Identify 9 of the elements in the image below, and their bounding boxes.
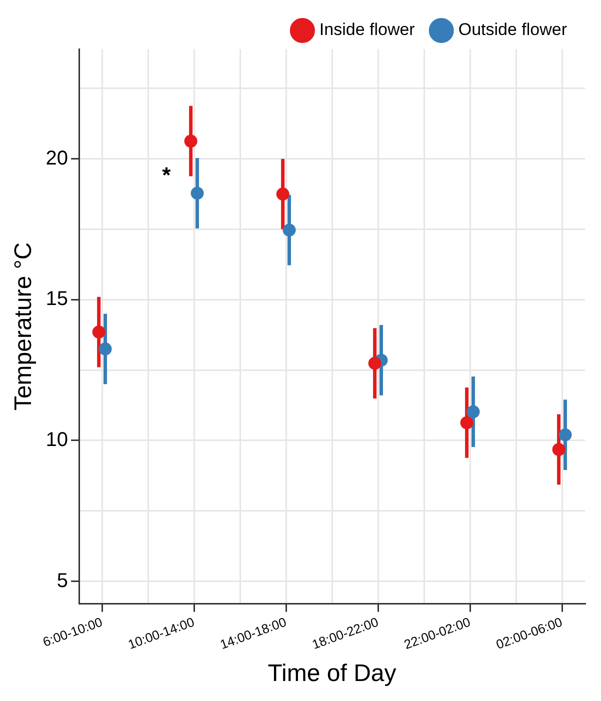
- y-axis-title: Temperature °C: [10, 242, 38, 411]
- y-tick-label: 5: [56, 570, 68, 592]
- legend-label: Outside flower: [458, 20, 568, 40]
- y-tick-label: 15: [46, 288, 68, 310]
- y-tick-label: 10: [46, 428, 68, 451]
- legend-label: Inside flower: [319, 20, 416, 40]
- y-tick-label: 20: [46, 147, 68, 170]
- x-axis-title: Time of Day: [268, 660, 396, 688]
- annotation: *: [162, 162, 172, 188]
